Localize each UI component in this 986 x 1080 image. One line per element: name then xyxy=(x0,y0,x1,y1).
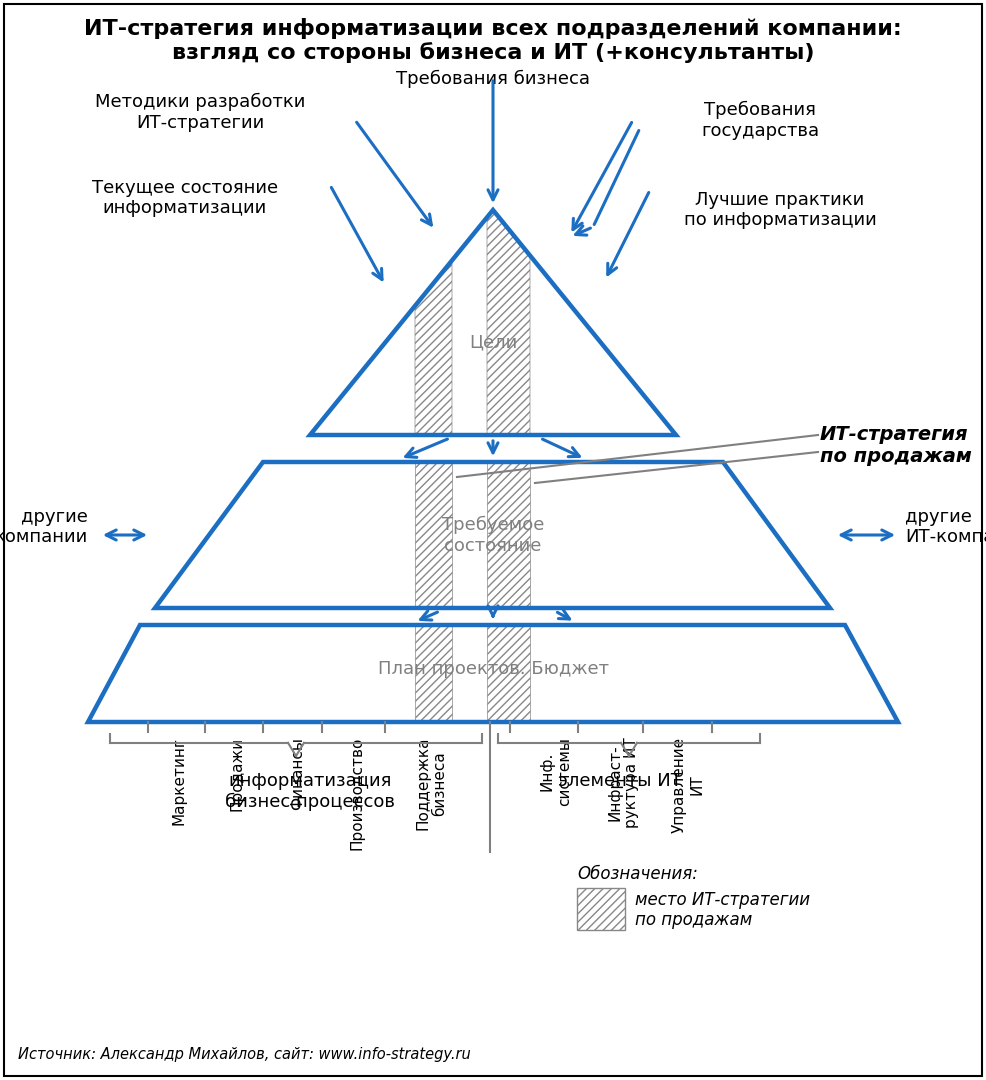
Text: Управление
ИТ: Управление ИТ xyxy=(672,737,704,833)
Text: элементы ИТ: элементы ИТ xyxy=(558,772,682,789)
Text: Производство: Производство xyxy=(350,737,365,850)
Text: Источник: Александр Михайлов, сайт: www.info-strategy.ru: Источник: Александр Михайлов, сайт: www.… xyxy=(18,1047,470,1062)
Text: взгляд со стороны бизнеса и ИТ (+консультанты): взгляд со стороны бизнеса и ИТ (+консуль… xyxy=(172,42,814,63)
Text: Инфраст-
руктура ИТ: Инфраст- руктура ИТ xyxy=(607,737,639,827)
Text: ИТ-стратегия
по продажам: ИТ-стратегия по продажам xyxy=(820,424,972,465)
Text: Методики разработки
ИТ-стратегии: Методики разработки ИТ-стратегии xyxy=(95,93,306,132)
Polygon shape xyxy=(487,211,530,435)
Text: Продажи: Продажи xyxy=(230,737,245,811)
Polygon shape xyxy=(487,625,530,723)
Bar xyxy=(577,888,625,930)
Polygon shape xyxy=(487,462,530,608)
Text: информатизация
бизнес процессов: информатизация бизнес процессов xyxy=(225,772,395,811)
Text: Поддержка
бизнеса: Поддержка бизнеса xyxy=(415,737,448,831)
Polygon shape xyxy=(415,462,452,608)
Text: Финансы: Финансы xyxy=(290,737,305,810)
Text: место ИТ-стратегии
по продажам: место ИТ-стратегии по продажам xyxy=(635,891,810,930)
Text: Требуемое
состояние: Требуемое состояние xyxy=(442,515,544,554)
Text: другие
ИТ-компании: другие ИТ-компании xyxy=(905,508,986,546)
Text: Требования
государства: Требования государства xyxy=(701,100,819,139)
Text: Обозначения:: Обозначения: xyxy=(577,865,698,883)
Text: Текущее состояние
информатизации: Текущее состояние информатизации xyxy=(92,178,278,217)
Text: Маркетинг: Маркетинг xyxy=(172,737,187,825)
Text: Инф.
системы: Инф. системы xyxy=(540,737,573,806)
Text: Требования бизнеса: Требования бизнеса xyxy=(396,70,590,89)
Text: Цели: Цели xyxy=(469,334,517,351)
Text: Лучшие практики
по информатизации: Лучшие практики по информатизации xyxy=(683,190,877,229)
Text: ИТ-стратегия информатизации всех подразделений компании:: ИТ-стратегия информатизации всех подразд… xyxy=(84,18,902,39)
Polygon shape xyxy=(415,261,452,435)
Polygon shape xyxy=(415,625,452,723)
Text: другие
компании: другие компании xyxy=(0,508,88,546)
Text: План проектов. Бюджет: План проектов. Бюджет xyxy=(378,660,608,677)
